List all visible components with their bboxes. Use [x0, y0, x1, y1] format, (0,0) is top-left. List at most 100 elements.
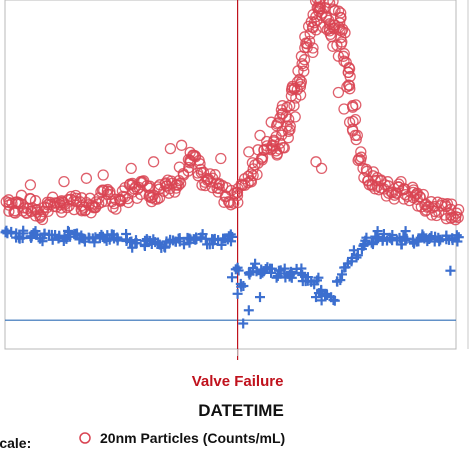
data-point	[238, 318, 249, 329]
data-point	[392, 181, 405, 193]
data-point	[286, 272, 297, 283]
data-point	[55, 202, 67, 214]
data-point	[54, 230, 65, 241]
data-point	[307, 46, 319, 59]
data-point	[337, 269, 347, 280]
data-point	[265, 116, 277, 128]
data-point	[297, 60, 310, 72]
data-point	[426, 209, 438, 221]
data-point	[307, 42, 319, 54]
data-point	[445, 265, 456, 276]
data-point	[451, 230, 462, 241]
data-point	[97, 169, 109, 181]
data-point	[332, 50, 345, 62]
data-point	[169, 186, 181, 198]
legend-label-particles: 20nm Particles (Counts/mL)	[100, 430, 285, 446]
data-point	[274, 112, 286, 124]
data-point	[378, 229, 389, 239]
data-point	[235, 278, 246, 289]
data-point	[223, 196, 236, 209]
data-point	[417, 229, 428, 240]
data-point	[135, 188, 147, 201]
data-point	[316, 295, 327, 306]
data-point	[361, 232, 372, 243]
data-point	[215, 152, 227, 165]
data-point	[337, 23, 349, 35]
data-point	[243, 146, 255, 158]
data-point	[282, 132, 294, 144]
data-point	[192, 167, 204, 179]
data-point	[342, 66, 355, 79]
data-point	[244, 174, 257, 187]
data-point	[254, 129, 266, 142]
data-point	[29, 195, 42, 207]
data-point	[80, 172, 93, 184]
data-point	[348, 245, 359, 256]
data-point	[284, 120, 296, 132]
data-point	[327, 0, 339, 8]
data-point	[179, 239, 189, 250]
data-point	[296, 58, 308, 70]
data-point	[332, 5, 345, 17]
data-point	[145, 192, 157, 204]
data-point	[369, 174, 381, 187]
data-point	[328, 23, 340, 35]
data-point	[279, 263, 290, 274]
data-point	[274, 137, 286, 149]
data-point	[449, 214, 462, 226]
data-point	[255, 292, 265, 303]
data-point	[154, 239, 165, 250]
data-point	[6, 226, 17, 237]
data-point	[128, 183, 140, 195]
annotation-label: Valve Failure	[192, 373, 284, 390]
data-point	[314, 3, 326, 15]
x-axis-title: DATETIME	[198, 401, 284, 420]
data-point	[18, 228, 29, 239]
data-point	[248, 263, 259, 273]
data-point	[342, 79, 355, 91]
data-point	[343, 116, 356, 128]
data-point	[310, 24, 322, 36]
series-layer	[0, 0, 465, 329]
data-point	[125, 237, 135, 247]
data-point	[84, 192, 96, 204]
data-point	[58, 175, 70, 188]
data-point	[452, 203, 465, 216]
data-point	[131, 235, 141, 246]
data-point	[225, 199, 237, 211]
data-point	[332, 276, 343, 287]
data-point	[153, 237, 163, 248]
data-point	[233, 265, 244, 276]
data-point	[280, 110, 292, 122]
data-point	[125, 162, 137, 175]
data-point	[410, 188, 423, 200]
data-point	[332, 86, 345, 99]
data-point	[276, 100, 289, 112]
data-point	[57, 196, 69, 208]
data-point	[310, 156, 322, 168]
data-point	[216, 239, 227, 250]
data-point	[338, 103, 350, 115]
data-point	[231, 189, 244, 202]
plot-frame	[4, 0, 457, 350]
legend-marker-particles	[79, 432, 91, 444]
data-point	[271, 149, 283, 161]
data-point	[298, 65, 310, 77]
data-point	[355, 146, 367, 158]
data-point	[227, 272, 237, 283]
data-point	[232, 196, 244, 209]
data-point	[1, 225, 12, 236]
data-point	[336, 36, 348, 48]
data-point	[335, 7, 347, 19]
data-point	[243, 305, 254, 316]
data-point	[284, 124, 296, 136]
data-point	[329, 295, 340, 306]
data-point	[63, 227, 74, 238]
data-point	[159, 241, 170, 252]
data-point	[70, 192, 82, 204]
data-point	[342, 258, 353, 269]
data-point	[425, 196, 437, 208]
data-point	[98, 184, 110, 196]
